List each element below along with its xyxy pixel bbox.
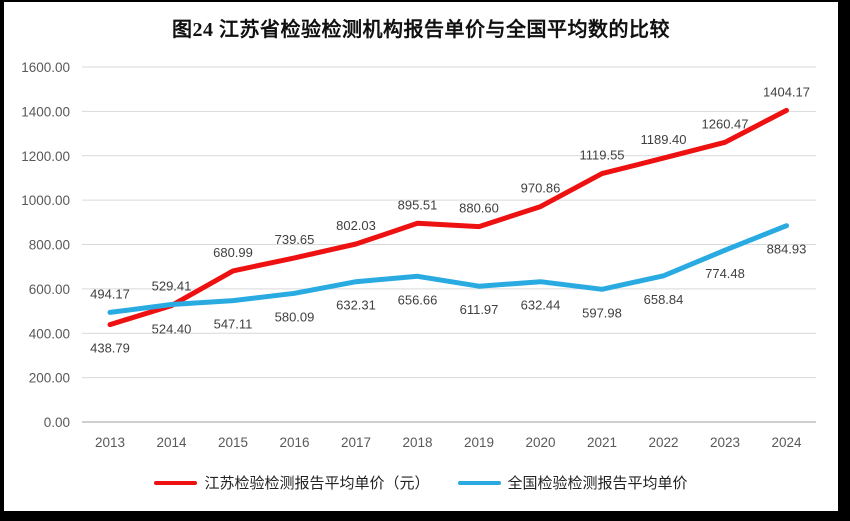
- data-label: 802.03: [336, 218, 376, 233]
- data-label: 611.97: [460, 302, 499, 317]
- data-label: 438.79: [90, 341, 130, 356]
- x-axis-tick-label: 2014: [156, 435, 187, 450]
- data-label: 656.66: [398, 292, 438, 307]
- y-axis-tick-label: 1000.00: [21, 193, 70, 208]
- y-axis-tick-label: 1400.00: [21, 104, 70, 119]
- x-axis-tick-label: 2019: [464, 435, 494, 450]
- x-axis-tick-label: 2017: [341, 435, 371, 450]
- chart-legend: 江苏检验检测报告平均单价（元） 全国检验检测报告平均单价: [4, 472, 838, 493]
- y-axis-tick-label: 1600.00: [21, 60, 70, 75]
- y-axis-tick-label: 600.00: [29, 282, 70, 297]
- x-axis-tick-label: 2024: [771, 435, 802, 450]
- x-axis-tick-label: 2023: [710, 435, 740, 450]
- legend-label-national: 全国检验检测报告平均单价: [507, 476, 688, 492]
- data-label: 547.11: [214, 317, 253, 332]
- data-label: 1404.17: [763, 84, 810, 99]
- x-axis-tick-label: 2021: [587, 435, 617, 450]
- line-chart-plot: 0.00 200.00 400.00 600.00 800.00 1000.00 1200.…: [21, 60, 816, 450]
- chart-title: 图24 江苏省检验检测机构报告单价与全国平均数的比较: [172, 19, 670, 41]
- x-axis-tick-label: 2022: [648, 435, 678, 450]
- data-label: 1119.55: [579, 148, 624, 163]
- data-label: 895.51: [398, 197, 438, 212]
- legend-swatch-national: [457, 480, 501, 485]
- data-label: 1189.40: [640, 132, 686, 147]
- data-label: 774.48: [705, 266, 745, 281]
- x-axis-tick-label: 2020: [525, 435, 555, 450]
- data-label: 739.65: [275, 232, 315, 247]
- data-label: 880.60: [459, 201, 499, 216]
- x-axis-tick-label: 2018: [402, 435, 432, 450]
- data-label: 970.86: [521, 181, 561, 196]
- y-axis-tick-label: 1200.00: [21, 149, 70, 164]
- data-label: 658.84: [644, 292, 684, 307]
- data-label: 529.41: [152, 279, 192, 294]
- data-label: 632.44: [521, 298, 561, 313]
- legend-item-jiangsu: 江苏检验检测报告平均单价（元）: [154, 472, 430, 493]
- y-axis-tick-label: 200.00: [29, 371, 70, 386]
- legend-item-national: 全国检验检测报告平均单价: [457, 472, 688, 493]
- y-axis-tick-label: 0.00: [44, 415, 70, 430]
- x-axis-tick-label: 2015: [218, 435, 248, 450]
- y-axis-tick-label: 400.00: [29, 326, 70, 341]
- x-axis-tick-label: 2016: [279, 435, 309, 450]
- data-label: 580.09: [275, 309, 315, 324]
- data-label: 494.17: [90, 286, 130, 301]
- legend-swatch-jiangsu: [154, 480, 198, 485]
- data-label: 680.99: [213, 245, 253, 260]
- data-label: 884.93: [767, 242, 807, 257]
- series-line-0: [107, 107, 789, 328]
- data-label: 597.98: [582, 305, 622, 320]
- legend-label-jiangsu: 江苏检验检测报告平均单价（元）: [204, 476, 430, 492]
- x-axis-tick-label: 2013: [95, 435, 125, 450]
- data-label: 524.40: [152, 322, 192, 337]
- series-line-1: [107, 223, 789, 315]
- data-label: 1260.47: [702, 116, 749, 131]
- y-axis-tick-label: 800.00: [29, 238, 70, 253]
- data-label: 632.31: [336, 298, 376, 313]
